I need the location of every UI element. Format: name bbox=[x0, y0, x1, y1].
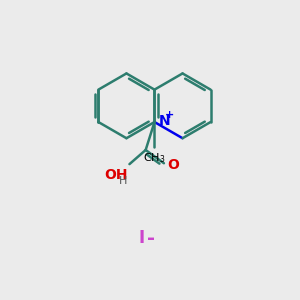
Text: +: + bbox=[165, 110, 174, 120]
Text: CH$_3$: CH$_3$ bbox=[143, 152, 166, 165]
Text: N: N bbox=[158, 114, 170, 128]
Text: H: H bbox=[119, 176, 127, 187]
Text: I: I bbox=[138, 229, 144, 247]
Text: OH: OH bbox=[104, 168, 128, 182]
Text: O: O bbox=[167, 158, 179, 172]
Text: -: - bbox=[148, 229, 155, 248]
